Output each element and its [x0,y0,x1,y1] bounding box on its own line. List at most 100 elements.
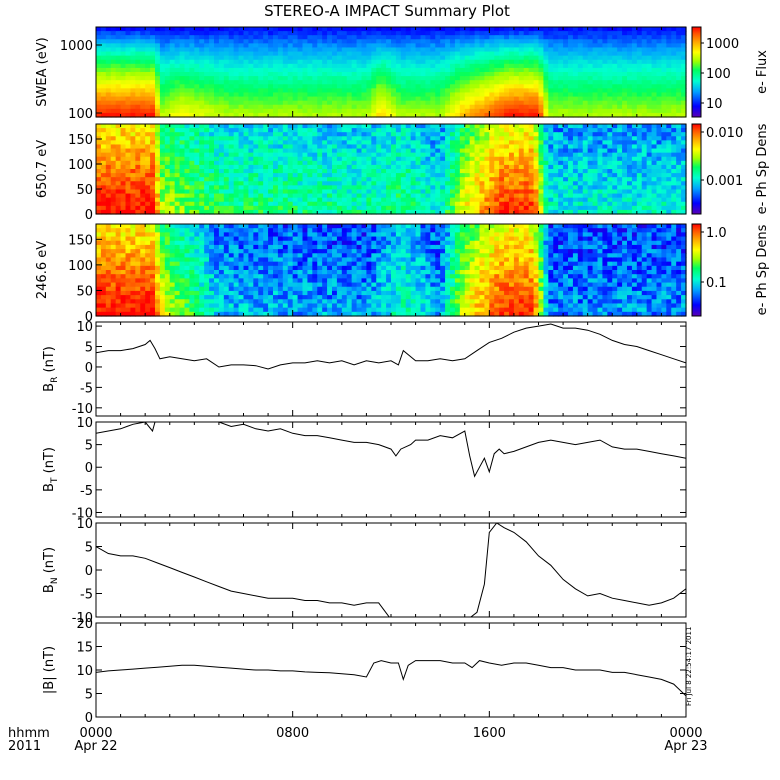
heatmap-cell [351,59,358,65]
heatmap-cell [194,181,200,186]
heatmap-cell [204,136,210,141]
heatmap-cell [430,209,436,215]
colorbar-label: e- Flux [755,50,770,94]
heatmap-cell [140,43,146,49]
heatmap-cell [258,47,264,53]
heatmap-cell [351,80,358,85]
heatmap-cell [523,100,530,106]
heatmap-cell [602,136,608,141]
heatmap-cell [592,128,599,133]
heatmap-cell [538,209,545,215]
heatmap-cell [425,43,431,49]
heatmap-cell [671,100,677,106]
heatmap-cell [376,156,382,162]
heatmap-cell [548,51,554,57]
heatmap-cell [400,173,407,178]
heatmap-cell [120,164,127,170]
heatmap-cell [504,35,510,40]
heatmap-cell [179,92,186,98]
heatmap-cell [292,124,299,129]
heatmap-cell [125,152,132,158]
heatmap-cell [499,39,505,44]
heatmap-cell [100,104,107,110]
heatmap-cell [277,47,284,53]
heatmap-cell [568,201,574,207]
heatmap-cell [676,27,682,32]
heatmap-cell [499,88,505,94]
heatmap-cell [341,39,348,44]
heatmap-cell [366,96,372,102]
heatmap-cell [513,92,520,98]
heatmap-cell [494,39,500,44]
heatmap-cell [543,193,549,199]
heatmap-cell [376,152,382,158]
heatmap-cell [312,39,318,44]
heatmap-cell [228,124,235,129]
heatmap-cell [474,47,481,53]
heatmap-cell [553,84,559,89]
heatmap-cell [405,124,412,129]
heatmap-cell [553,100,559,106]
heatmap-cell [287,88,294,94]
heatmap-cell [233,88,240,94]
heatmap-cell [277,100,284,106]
heatmap-cell [671,51,677,57]
heatmap-cell [322,47,328,53]
heatmap-cell [336,205,343,211]
heatmap-cell [96,39,102,44]
heatmap-cell [115,51,122,57]
heatmap-cell [169,201,176,207]
heatmap-cell [341,100,348,106]
heatmap-cell [371,80,377,85]
heatmap-cell [209,144,215,150]
heatmap-cell [577,43,584,49]
heatmap-cell [258,144,264,150]
heatmap-cell [518,201,525,207]
heatmap-cell [405,148,412,154]
heatmap-cell [297,132,304,137]
heatmap-cell [110,108,117,114]
heatmap-cell [568,67,574,73]
heatmap-cell [189,80,195,85]
heatmap-cell [646,63,653,69]
heatmap-cell [312,80,318,85]
heatmap-cell [553,72,559,77]
heatmap-cell [405,72,412,77]
heatmap-cell [528,177,535,182]
heatmap-cell [627,72,633,77]
heatmap-cell [110,112,117,118]
heatmap-cell [361,156,368,162]
heatmap-cell [120,100,127,106]
heatmap-cell [194,27,200,32]
heatmap-cell [199,205,205,211]
heatmap-cell [184,160,191,166]
heatmap-cell [371,152,377,158]
heatmap-cell [489,144,495,150]
heatmap-cell [263,152,269,158]
heatmap-cell [592,55,599,61]
heatmap-cell [538,31,545,36]
heatmap-cell [381,173,387,178]
heatmap-cell [597,80,604,85]
heatmap-cell [179,177,186,182]
heatmap-cell [553,164,559,170]
heatmap-cell [371,72,377,77]
heatmap-cell [115,92,122,98]
heatmap-cell [445,193,451,199]
heatmap-cell [676,80,682,85]
heatmap-cell [336,148,343,154]
heatmap-cell [110,164,117,170]
heatmap-cell [263,76,269,81]
heatmap-cell [543,173,549,178]
heatmap-cell [282,63,289,69]
heatmap-cell [563,104,569,110]
heatmap-cell [489,47,495,53]
heatmap-cell [582,63,589,69]
heatmap-cell [631,35,638,40]
heatmap-cell [312,92,318,98]
heatmap-cell [312,100,318,106]
heatmap-cell [145,96,151,102]
heatmap-cell [533,108,540,114]
heatmap-cell [164,55,171,61]
heatmap-cell [297,197,304,203]
